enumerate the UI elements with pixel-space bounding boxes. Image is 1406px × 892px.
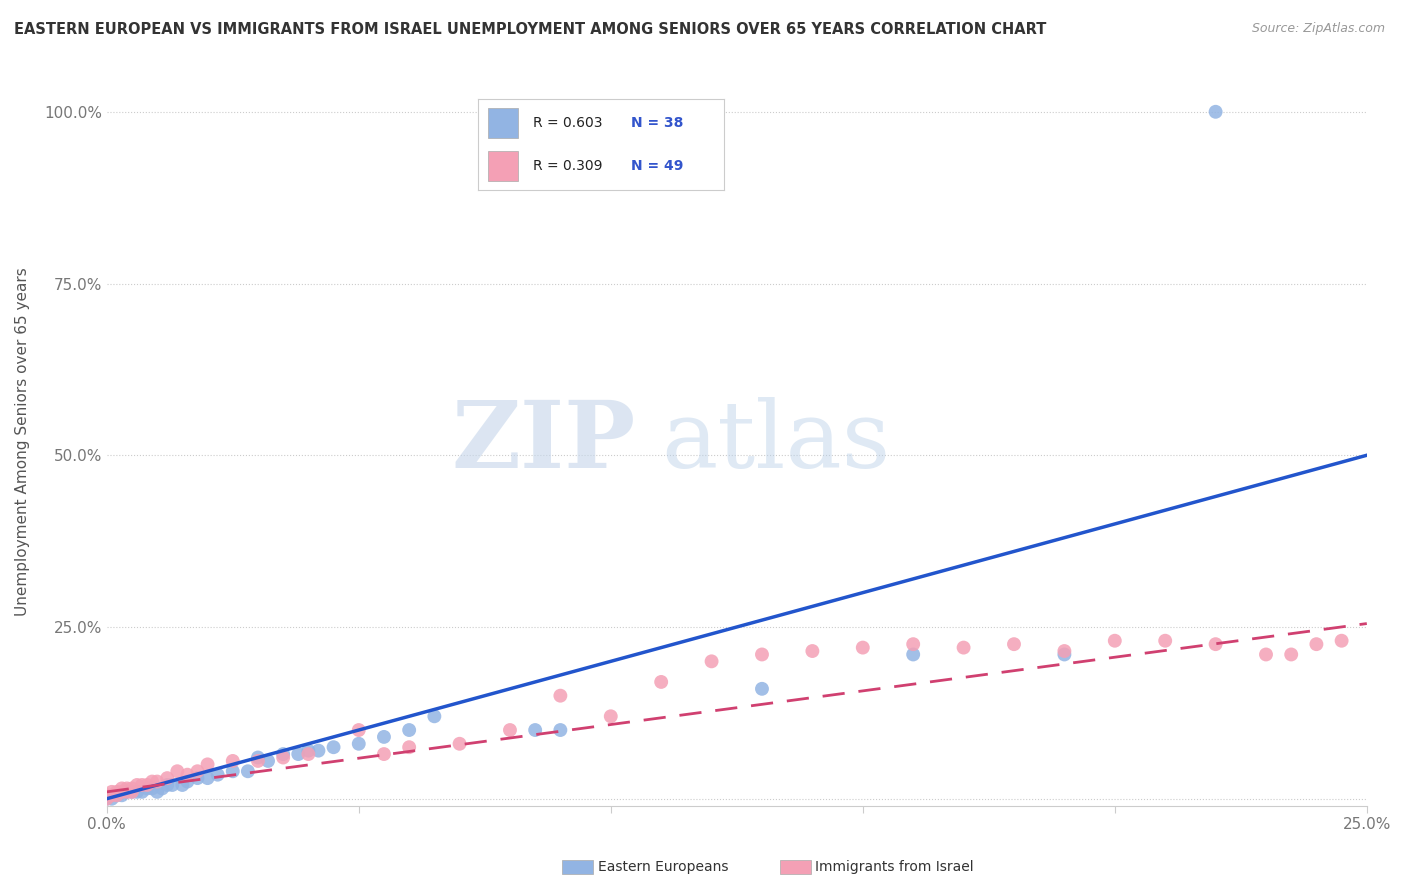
Point <box>125 778 148 792</box>
Point <box>246 750 269 764</box>
Point <box>1279 648 1302 662</box>
Point <box>751 648 773 662</box>
Point <box>398 740 420 755</box>
Point <box>101 791 124 805</box>
Point <box>121 785 143 799</box>
Point <box>96 791 118 805</box>
Point <box>901 637 924 651</box>
Point <box>105 789 128 803</box>
Point <box>131 785 153 799</box>
Point <box>1053 648 1076 662</box>
Point <box>186 771 208 785</box>
Point <box>373 747 395 761</box>
Point <box>1205 637 1227 651</box>
Point <box>297 744 319 758</box>
Point <box>115 785 138 799</box>
Point <box>1205 104 1227 119</box>
Point <box>550 689 572 703</box>
Point <box>271 747 294 761</box>
Point <box>101 785 124 799</box>
Point <box>1053 644 1076 658</box>
Point <box>1254 648 1277 662</box>
Point <box>322 740 344 755</box>
Point <box>650 675 672 690</box>
Point <box>115 781 138 796</box>
Text: Eastern Europeans: Eastern Europeans <box>598 860 728 874</box>
Point <box>700 654 723 668</box>
Point <box>952 640 974 655</box>
Point <box>136 781 159 796</box>
Y-axis label: Unemployment Among Seniors over 65 years: Unemployment Among Seniors over 65 years <box>15 267 30 615</box>
Point <box>131 778 153 792</box>
Point <box>141 774 163 789</box>
Point <box>141 781 163 796</box>
Point <box>150 781 173 796</box>
Point <box>901 648 924 662</box>
Text: atlas: atlas <box>661 397 890 486</box>
Point <box>852 640 875 655</box>
Point <box>121 781 143 796</box>
Point <box>197 757 219 772</box>
Text: Immigrants from Israel: Immigrants from Israel <box>815 860 974 874</box>
Point <box>751 681 773 696</box>
Point <box>222 764 245 779</box>
Point <box>111 789 134 803</box>
Point <box>136 778 159 792</box>
Point <box>599 709 621 723</box>
Point <box>801 644 824 658</box>
Point <box>246 754 269 768</box>
Point <box>207 767 229 781</box>
Point <box>1002 637 1025 651</box>
Point <box>1330 633 1353 648</box>
Point <box>172 778 194 792</box>
Point <box>156 771 179 785</box>
Point <box>176 774 198 789</box>
Point <box>156 778 179 792</box>
Point <box>347 737 370 751</box>
Point <box>373 730 395 744</box>
Point <box>1104 633 1126 648</box>
Point <box>125 785 148 799</box>
Point <box>257 754 280 768</box>
Point <box>111 785 134 799</box>
Point <box>398 723 420 737</box>
Point <box>197 771 219 785</box>
Point <box>176 767 198 781</box>
Point <box>307 744 329 758</box>
Point <box>423 709 446 723</box>
Point <box>96 789 118 803</box>
Point <box>105 785 128 799</box>
Point <box>146 785 169 799</box>
Point <box>101 789 124 803</box>
Point <box>162 778 184 792</box>
Point <box>550 723 572 737</box>
Point <box>499 723 522 737</box>
Point <box>105 789 128 803</box>
Point <box>524 723 547 737</box>
Point <box>1305 637 1327 651</box>
Point <box>1154 633 1177 648</box>
Text: ZIP: ZIP <box>451 397 636 486</box>
Point <box>271 750 294 764</box>
Point <box>146 774 169 789</box>
Point <box>297 747 319 761</box>
Point <box>236 764 259 779</box>
Point <box>121 785 143 799</box>
Point <box>186 764 208 779</box>
Text: Source: ZipAtlas.com: Source: ZipAtlas.com <box>1251 22 1385 36</box>
Point <box>166 764 188 779</box>
Text: EASTERN EUROPEAN VS IMMIGRANTS FROM ISRAEL UNEMPLOYMENT AMONG SENIORS OVER 65 YE: EASTERN EUROPEAN VS IMMIGRANTS FROM ISRA… <box>14 22 1046 37</box>
Point <box>347 723 370 737</box>
Point <box>287 747 309 761</box>
Point <box>96 791 118 805</box>
Point <box>222 754 245 768</box>
Point <box>115 785 138 799</box>
Point <box>111 781 134 796</box>
Point <box>449 737 471 751</box>
